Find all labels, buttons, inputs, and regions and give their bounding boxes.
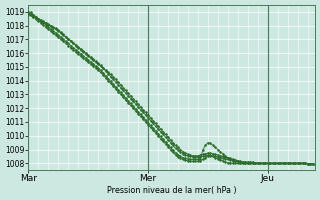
X-axis label: Pression niveau de la mer( hPa ): Pression niveau de la mer( hPa ) [107, 186, 236, 195]
